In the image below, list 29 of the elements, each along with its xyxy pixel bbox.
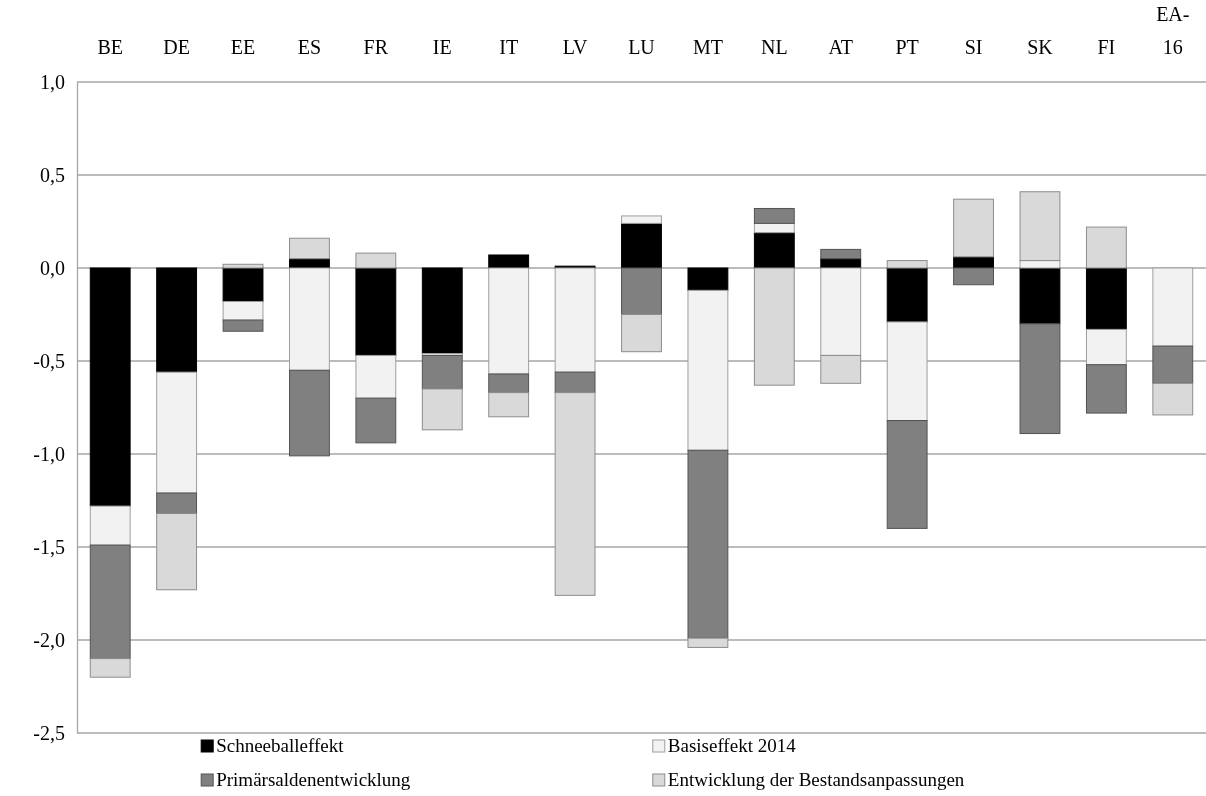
x-tick-label: BE (97, 36, 123, 58)
legend-label: Basiseffekt 2014 (667, 735, 797, 756)
y-tick-label: -2,0 (33, 628, 65, 651)
y-tick-label: 0,0 (40, 256, 65, 279)
y-tick-label: -0,5 (33, 349, 65, 372)
x-tick-label: EA-16 (1156, 3, 1190, 58)
x-tick-label: SI (964, 36, 983, 58)
x-tick-label: LU (628, 36, 656, 58)
y-tick-label: -1,5 (33, 535, 65, 558)
x-tick-label: FI (1097, 36, 1116, 58)
legend-label: Schneeballeffekt (216, 735, 345, 756)
x-tick-label: SK (1027, 36, 1054, 58)
x-tick-label: IT (499, 36, 519, 58)
x-tick-label: DE (163, 36, 190, 58)
x-tick-label: IE (432, 36, 452, 58)
y-tick-label: 1,0 (40, 70, 65, 93)
x-tick-label: AT (828, 36, 853, 58)
x-tick-label: EE (230, 36, 256, 58)
x-tick-label: NL (760, 36, 788, 58)
y-tick-label: 0,5 (40, 163, 65, 186)
legend-label: Entwicklung der Bestandsanpassungen (667, 769, 965, 790)
legend-label: Primärsaldenentwicklung (216, 769, 411, 790)
x-tick-label: LV (562, 36, 589, 58)
x-tick-label: ES (297, 36, 322, 58)
y-tick-label: -1,0 (33, 442, 65, 465)
x-tick-label: FR (363, 36, 389, 58)
x-tick-label: PT (895, 36, 919, 58)
x-tick-label: MT (692, 36, 723, 58)
y-tick-label: -2,5 (33, 721, 65, 744)
